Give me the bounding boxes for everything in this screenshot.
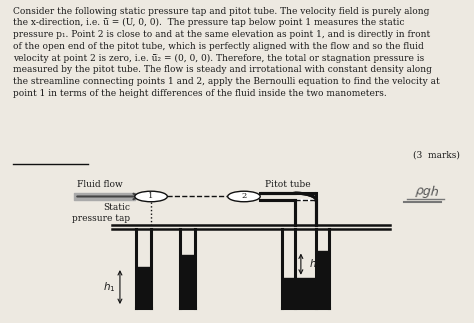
Text: (3  marks): (3 marks)	[413, 151, 460, 160]
Text: 2: 2	[241, 193, 246, 201]
Text: $\rho gh$: $\rho gh$	[414, 182, 441, 202]
Text: Consider the following static pressure tap and pitot tube. The velocity field is: Consider the following static pressure t…	[13, 6, 440, 98]
Text: Static
pressure tap: Static pressure tap	[72, 203, 130, 223]
Text: Fluid flow: Fluid flow	[77, 180, 122, 189]
Text: 1: 1	[148, 193, 154, 201]
Circle shape	[228, 191, 260, 202]
Text: $h_2$: $h_2$	[309, 257, 322, 271]
Circle shape	[135, 191, 167, 202]
Text: Pitot tube: Pitot tube	[265, 180, 310, 189]
Text: $h_1$: $h_1$	[103, 280, 115, 294]
